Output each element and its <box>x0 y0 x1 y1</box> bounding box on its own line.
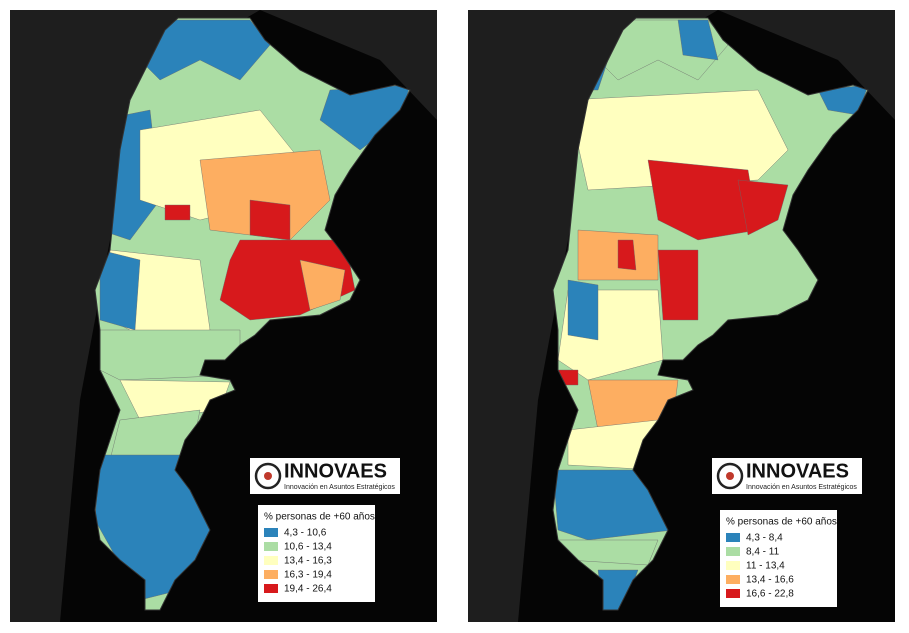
neighbor-land <box>10 10 437 622</box>
country-border <box>552 17 869 611</box>
region <box>567 89 789 191</box>
legend-swatch <box>264 570 278 579</box>
logo-box <box>250 458 400 494</box>
legend-swatch <box>264 584 278 593</box>
legend-swatch <box>264 542 278 551</box>
legend-swatch <box>264 556 278 565</box>
region <box>567 279 599 341</box>
region <box>737 179 789 236</box>
legend-swatch <box>726 561 740 570</box>
logo-name: INNOVAES <box>284 460 387 482</box>
legend-label: 4,3 - 10,6 <box>284 528 327 539</box>
legend-label: 19,4 - 26,4 <box>284 584 332 595</box>
logo-icon-dot <box>726 472 734 480</box>
region <box>164 204 191 221</box>
legend-label: 16,3 - 19,4 <box>284 570 332 581</box>
region <box>617 239 637 271</box>
region <box>657 249 699 321</box>
legend-label: 16,6 - 22,8 <box>746 589 794 600</box>
region <box>647 159 759 241</box>
neighbor-land <box>468 10 895 622</box>
legend-swatch <box>726 589 740 598</box>
legend-swatch <box>726 533 740 542</box>
region <box>677 19 719 61</box>
legend-swatch <box>726 547 740 556</box>
logo-tagline: Innovación en Asuntos Estratégicos <box>284 484 395 491</box>
legend-label: 13,4 - 16,6 <box>746 575 794 586</box>
legend-label: 10,6 - 13,4 <box>284 542 332 553</box>
regions <box>553 19 868 610</box>
legend-label: 11 - 13,4 <box>746 561 785 572</box>
logo-name: INNOVAES <box>746 460 849 482</box>
logo-icon <box>716 462 744 490</box>
legend-title: % personas de +60 años <box>264 512 375 523</box>
legend-label: 4,3 - 8,4 <box>746 533 783 544</box>
region <box>249 199 291 241</box>
logo-box <box>712 458 862 494</box>
regions <box>95 19 410 601</box>
legend-label: 13,4 - 16,3 <box>284 556 332 567</box>
logo-tagline: Innovación en Asuntos Estratégicos <box>746 484 857 491</box>
country-border <box>94 17 411 611</box>
legend-title: % personas de +60 años <box>726 517 837 528</box>
legend-label: 8,4 - 11 <box>746 547 780 558</box>
legend-swatch <box>726 575 740 584</box>
logo-icon <box>254 462 282 490</box>
map-panel: INNOVAES Innovación en Asuntos Estratégic… <box>468 10 895 622</box>
legend-swatch <box>264 528 278 537</box>
region <box>199 149 331 241</box>
region <box>299 259 346 311</box>
logo-icon-dot <box>264 472 272 480</box>
map-panel: INNOVAES Innovación en Asuntos Estratégic… <box>10 10 437 622</box>
